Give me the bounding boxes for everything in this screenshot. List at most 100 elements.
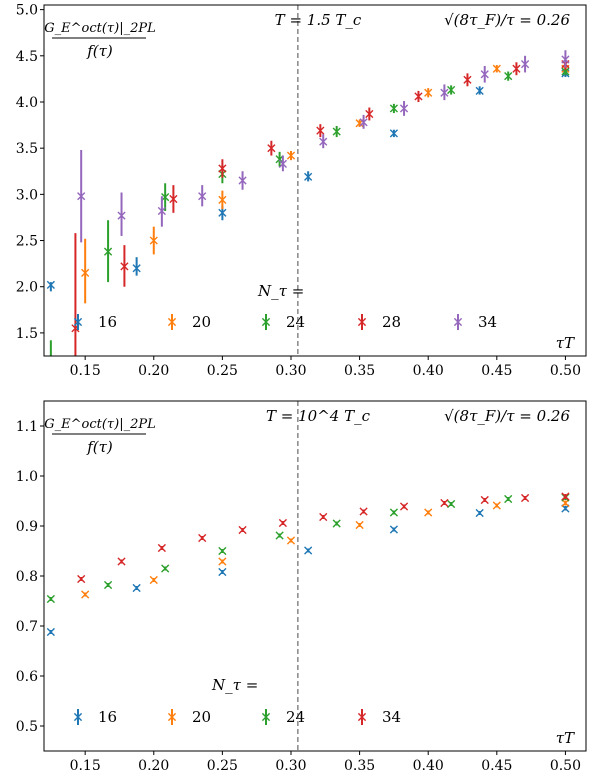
legend-item-24: 24 bbox=[261, 708, 305, 726]
data-point bbox=[475, 86, 484, 95]
chart-panel-1: 0.15 0.20 0.25 0.30 0.35 0.40 0.45 0.50 1.5 2.0 2.… bbox=[16, 3, 587, 379]
series-16 bbox=[46, 504, 570, 637]
x-tick-label: 0.20 bbox=[138, 363, 169, 379]
data-point bbox=[132, 257, 141, 276]
x-marker bbox=[238, 176, 247, 185]
legend-item-20: 20 bbox=[167, 708, 211, 726]
legend-item-24: 24 bbox=[261, 313, 305, 331]
x-marker bbox=[77, 192, 86, 201]
x-marker bbox=[389, 104, 398, 113]
data-point bbox=[424, 88, 433, 98]
x-marker bbox=[157, 206, 166, 216]
x-marker bbox=[319, 512, 328, 522]
data-point bbox=[389, 103, 398, 114]
x-tick-label: 0.20 bbox=[138, 758, 169, 774]
x-marker bbox=[463, 75, 472, 84]
data-point bbox=[512, 62, 521, 76]
data-point bbox=[463, 73, 472, 87]
x-tick-label: 0.40 bbox=[413, 363, 444, 379]
plot-frame bbox=[43, 400, 587, 752]
data-point bbox=[389, 508, 398, 517]
data-point bbox=[218, 159, 227, 178]
x-tick-label: 0.30 bbox=[275, 363, 306, 379]
flow-time-label: √(8τ_F)/τ = 0.26 bbox=[444, 407, 570, 425]
y-tick-label: 5.0 bbox=[16, 3, 38, 19]
x-marker bbox=[46, 594, 55, 604]
data-point bbox=[359, 507, 368, 516]
x-marker bbox=[414, 92, 423, 101]
y-tick-label: 4.5 bbox=[16, 49, 38, 65]
data-point bbox=[414, 90, 423, 102]
x-marker bbox=[117, 211, 126, 220]
legend-item-16: 16 bbox=[73, 708, 117, 726]
data-point bbox=[218, 546, 227, 556]
x-marker bbox=[520, 493, 530, 503]
legend-marker bbox=[357, 712, 367, 722]
data-point bbox=[198, 185, 207, 207]
data-point bbox=[81, 590, 90, 599]
data-point bbox=[492, 64, 501, 73]
data-point bbox=[198, 533, 207, 543]
data-point bbox=[319, 134, 328, 149]
x-marker bbox=[492, 501, 501, 510]
legend: N_τ = 16 20 24 34 bbox=[73, 676, 401, 726]
plot-frame bbox=[43, 4, 587, 357]
data-point bbox=[520, 493, 530, 503]
x-marker bbox=[47, 371, 54, 378]
x-marker bbox=[447, 85, 456, 95]
x-marker bbox=[389, 129, 398, 138]
x-marker bbox=[520, 60, 530, 69]
data-point bbox=[440, 498, 449, 508]
data-point bbox=[480, 495, 489, 505]
x-tick-label: 0.25 bbox=[207, 363, 238, 379]
legend-title: N_τ = bbox=[211, 676, 258, 694]
data-point bbox=[447, 499, 456, 509]
x-marker bbox=[218, 208, 227, 217]
y-tick-label: 1.1 bbox=[16, 419, 38, 435]
series-16 bbox=[46, 69, 570, 292]
data-point bbox=[286, 150, 296, 161]
data-point bbox=[71, 233, 80, 356]
data-point bbox=[389, 129, 398, 138]
data-point bbox=[355, 520, 364, 530]
legend-label: 28 bbox=[382, 313, 401, 331]
data-point bbox=[424, 508, 433, 517]
x-marker bbox=[304, 546, 313, 555]
x-marker bbox=[46, 627, 55, 637]
data-point bbox=[103, 580, 113, 590]
data-point bbox=[389, 525, 398, 534]
data-point bbox=[359, 114, 368, 129]
x-marker bbox=[278, 518, 287, 528]
data-point bbox=[46, 594, 55, 604]
x-marker bbox=[365, 109, 374, 119]
data-point bbox=[77, 574, 86, 584]
y-tick-label: 0.7 bbox=[16, 619, 38, 635]
data-point bbox=[319, 512, 328, 522]
data-layer bbox=[46, 492, 570, 637]
data-point bbox=[120, 245, 129, 287]
data-point bbox=[149, 226, 158, 255]
x-marker bbox=[512, 64, 521, 73]
data-point bbox=[77, 150, 86, 243]
x-marker bbox=[561, 67, 570, 76]
data-point bbox=[561, 50, 570, 68]
temperature-label: T = 10^4 T_c bbox=[266, 407, 371, 425]
x-marker bbox=[316, 126, 325, 135]
x-tick-label: 0.15 bbox=[70, 758, 101, 774]
data-point bbox=[492, 501, 501, 510]
x-marker bbox=[117, 557, 126, 566]
x-marker bbox=[399, 502, 409, 511]
series-34 bbox=[77, 50, 570, 243]
data-point bbox=[504, 494, 513, 504]
x-marker bbox=[492, 64, 501, 73]
x-marker bbox=[198, 192, 207, 201]
legend-label: 34 bbox=[478, 313, 497, 331]
legend-label: 24 bbox=[286, 708, 305, 726]
x-marker bbox=[440, 88, 449, 97]
legend-marker bbox=[453, 317, 463, 327]
y-axis-label: G_E^oct(τ)|_2PL f(τ) bbox=[44, 417, 155, 456]
x-tick-label: 0.35 bbox=[344, 363, 375, 379]
x-marker bbox=[120, 262, 129, 271]
data-point bbox=[46, 627, 55, 637]
data-point bbox=[316, 124, 325, 138]
